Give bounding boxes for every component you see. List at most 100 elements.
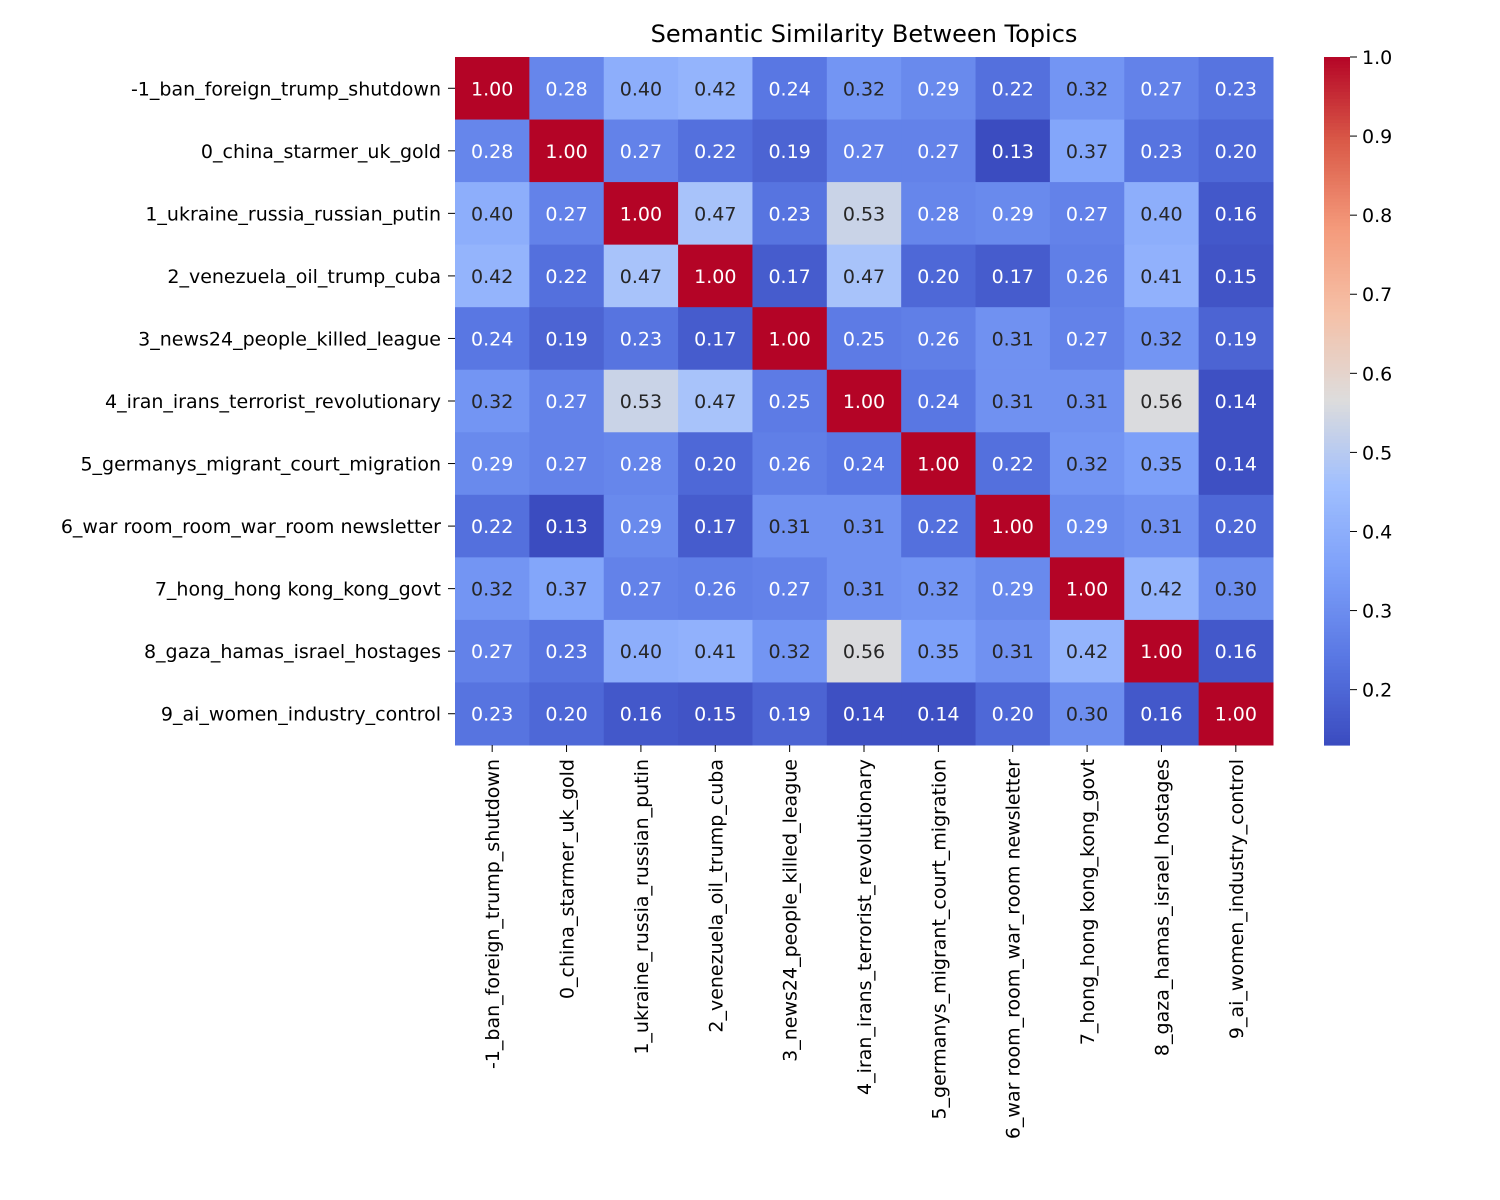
colorbar-segment <box>1324 535 1350 540</box>
cell-value-label: 1.00 <box>843 391 885 413</box>
heatmap-cell <box>1049 682 1125 746</box>
colorbar-segment <box>1324 273 1350 278</box>
cell-value-label: 0.42 <box>1066 641 1108 663</box>
cell-value-label: 1.00 <box>694 266 736 288</box>
heatmap-cell <box>603 557 679 621</box>
colorbar-segment <box>1324 621 1350 626</box>
heatmap-cell <box>1049 244 1125 308</box>
colorbar-segment <box>1324 607 1350 612</box>
heatmap-cell <box>529 307 605 371</box>
cell-value-label: 0.31 <box>992 328 1034 350</box>
cell-value-label: 0.30 <box>1215 579 1257 601</box>
cell-value-label: 0.42 <box>694 78 736 100</box>
cell-value-label: 0.23 <box>768 203 810 225</box>
cell-value-label: 0.28 <box>917 203 959 225</box>
y-tick-label: 3_news24_people_killed_league <box>138 328 441 350</box>
heatmap-cell <box>678 119 753 183</box>
colorbar-segment <box>1324 308 1350 313</box>
heatmap-cell <box>455 182 530 246</box>
cell-value-label: 0.19 <box>768 141 810 163</box>
heatmap-cell <box>1198 682 1274 746</box>
colorbar-segment <box>1324 153 1350 158</box>
heatmap-cell <box>1198 494 1274 558</box>
cell-value-label: 0.14 <box>843 704 885 726</box>
colorbar-segment <box>1324 387 1350 392</box>
heatmap-cell <box>975 119 1051 183</box>
heatmap-cell <box>1198 432 1274 496</box>
colorbar-segment <box>1324 714 1350 719</box>
colorbar-segment <box>1324 198 1350 203</box>
cell-value-label: 1.00 <box>917 454 959 476</box>
colorbar-segment <box>1324 204 1350 209</box>
heatmap-cell <box>678 244 753 308</box>
colorbar-segment <box>1324 493 1350 498</box>
colorbar-segment <box>1324 136 1350 141</box>
colorbar-segment <box>1324 569 1350 574</box>
heatmap-cell <box>1049 494 1125 558</box>
heatmap-cell <box>678 182 753 246</box>
heatmap-cell <box>1049 432 1125 496</box>
cell-value-label: 1.00 <box>1066 579 1108 601</box>
x-tick-label: 2_venezuela_oil_trump_cuba <box>705 759 727 1033</box>
heatmap-cell <box>455 619 530 683</box>
heatmap-cell <box>1198 307 1274 371</box>
colorbar-segment <box>1324 84 1350 89</box>
heatmap-cell <box>1198 619 1274 683</box>
colorbar-segment <box>1324 593 1350 598</box>
colorbar-segment <box>1324 566 1350 571</box>
heatmap-cell <box>529 432 605 496</box>
cell-value-label: 0.23 <box>1140 141 1182 163</box>
colorbar-segment <box>1324 583 1350 588</box>
cell-value-label: 0.20 <box>694 454 736 476</box>
heatmap-cell <box>1124 432 1200 496</box>
colorbar-segment <box>1324 294 1350 299</box>
cell-value-label: 0.22 <box>917 516 959 538</box>
heatmap-cell <box>678 494 753 558</box>
colorbar-segment <box>1324 167 1350 172</box>
heatmap-cell <box>975 369 1051 433</box>
cell-value-label: 0.31 <box>992 391 1034 413</box>
heatmap-cell <box>975 57 1051 121</box>
heatmap-cell <box>752 244 828 308</box>
colorbar-segment <box>1324 528 1350 533</box>
x-tick-label: 6_war room_room_war_room newsletter <box>1003 759 1025 1139</box>
heatmap-cell <box>678 682 753 746</box>
colorbar-segment <box>1324 665 1350 670</box>
cell-value-label: 0.32 <box>1066 454 1108 476</box>
colorbar-segment <box>1324 122 1350 127</box>
chart-title: Semantic Similarity Between Topics <box>651 20 1078 48</box>
y-tick-label: 0_china_starmer_uk_gold <box>201 141 441 163</box>
colorbar-segment <box>1324 125 1350 130</box>
colorbar-segment <box>1324 631 1350 636</box>
colorbar-segment <box>1324 94 1350 99</box>
heatmap-cell <box>975 494 1051 558</box>
colorbar-segment <box>1324 81 1350 86</box>
colorbar-segment <box>1324 655 1350 660</box>
cell-value-label: 1.00 <box>545 141 587 163</box>
cell-value-label: 0.22 <box>545 266 587 288</box>
heatmap-cell <box>455 557 530 621</box>
colorbar-segment <box>1324 290 1350 295</box>
colorbar-segment <box>1324 108 1350 113</box>
cell-value-label: 0.27 <box>545 203 587 225</box>
heatmap-cell <box>975 619 1051 683</box>
colorbar-segment <box>1324 462 1350 467</box>
colorbar-segment <box>1324 315 1350 320</box>
colorbar-tick-label: 0.3 <box>1362 601 1392 623</box>
cell-value-label: 0.14 <box>1215 391 1257 413</box>
colorbar-segment <box>1324 328 1350 333</box>
colorbar-segment <box>1324 669 1350 674</box>
colorbar-segment <box>1324 414 1350 419</box>
cell-value-label: 1.00 <box>992 516 1034 538</box>
colorbar-segment <box>1324 707 1350 712</box>
colorbar-segment <box>1324 628 1350 633</box>
cell-value-label: 1.00 <box>1140 641 1182 663</box>
heatmap-cell <box>1124 119 1200 183</box>
colorbar-segment <box>1324 648 1350 653</box>
colorbar-segment <box>1324 603 1350 608</box>
heatmap-cell <box>529 244 605 308</box>
colorbar-segment <box>1324 301 1350 306</box>
heatmap-cell <box>455 119 530 183</box>
colorbar-segment <box>1324 143 1350 148</box>
colorbar-tick-label: 0.2 <box>1362 680 1392 702</box>
